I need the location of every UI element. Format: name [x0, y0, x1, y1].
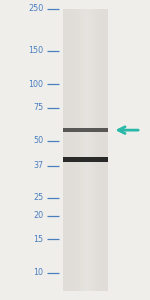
- Text: 37: 37: [33, 161, 43, 170]
- Bar: [77, 9, 78, 291]
- Bar: [102, 9, 103, 291]
- Bar: [63, 157, 108, 161]
- Bar: [103, 9, 105, 291]
- Bar: [64, 9, 66, 291]
- Bar: [85, 9, 86, 291]
- Bar: [100, 9, 102, 291]
- Bar: [96, 9, 97, 291]
- Text: 15: 15: [33, 235, 43, 244]
- Bar: [80, 9, 82, 291]
- Bar: [78, 9, 80, 291]
- Bar: [93, 9, 94, 291]
- Bar: [82, 9, 83, 291]
- Bar: [72, 9, 74, 291]
- Bar: [97, 9, 99, 291]
- Bar: [75, 9, 77, 291]
- Text: 100: 100: [28, 80, 44, 88]
- Text: 50: 50: [33, 136, 43, 146]
- Bar: [63, 9, 64, 291]
- Text: 75: 75: [33, 103, 43, 112]
- Bar: [88, 9, 89, 291]
- Bar: [69, 9, 71, 291]
- Bar: [105, 9, 106, 291]
- Bar: [68, 9, 69, 291]
- Bar: [66, 9, 68, 291]
- Bar: [63, 9, 108, 291]
- Bar: [91, 9, 92, 291]
- Bar: [83, 9, 85, 291]
- Bar: [106, 9, 108, 291]
- Bar: [86, 9, 88, 291]
- Bar: [63, 128, 108, 132]
- Bar: [99, 9, 100, 291]
- Bar: [89, 9, 91, 291]
- Bar: [71, 9, 72, 291]
- Bar: [94, 9, 96, 291]
- Text: 150: 150: [28, 46, 44, 56]
- Text: 25: 25: [33, 193, 43, 202]
- Text: 20: 20: [33, 212, 43, 220]
- Bar: [74, 9, 75, 291]
- Text: 10: 10: [33, 268, 44, 277]
- Bar: [108, 9, 110, 291]
- Text: 250: 250: [28, 4, 44, 14]
